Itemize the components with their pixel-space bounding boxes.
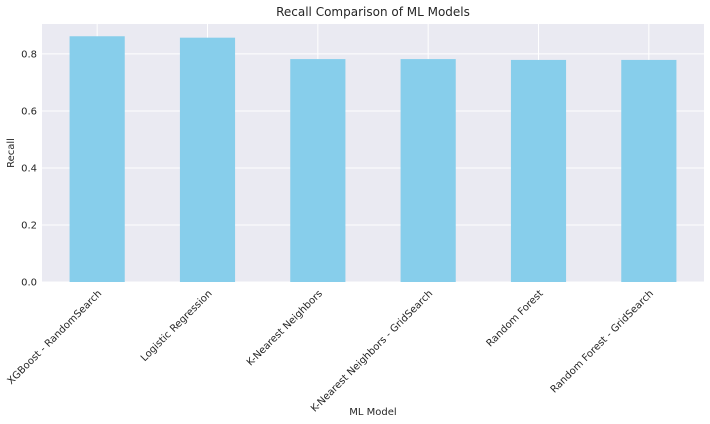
x-tick-label: Random Forest - GridSearch (549, 288, 656, 395)
bar-xgboost-randomsearch (69, 36, 125, 283)
x-axis-label: ML Model (349, 407, 396, 418)
x-tick-label: K-Nearest Neighbors (245, 288, 325, 368)
x-tick-label: XGBoost - RandomSearch (6, 288, 105, 387)
chart-title: Recall Comparison of ML Models (276, 5, 470, 19)
y-tick-label: 0.6 (21, 106, 37, 117)
y-tick-labels: 0.0 0.2 0.4 0.6 0.8 (21, 49, 37, 288)
bar-k-nearest-neighbors-gridsearch (400, 59, 456, 283)
plot-background (42, 24, 704, 282)
x-tick-label: K-Nearest Neighbors - GridSearch (309, 288, 435, 414)
bar-random-forest-gridsearch (621, 59, 677, 282)
bar-k-nearest-neighbors (290, 59, 346, 283)
bars (69, 36, 677, 283)
x-tick-labels: XGBoost - RandomSearch Logistic Regressio… (6, 288, 656, 414)
x-tick-label: Random Forest (485, 288, 546, 349)
y-tick-label: 0.0 (21, 278, 37, 289)
x-tick-label: Logistic Regression (139, 288, 215, 364)
y-tick-label: 0.2 (21, 220, 37, 231)
bar-logistic-regression (179, 37, 236, 283)
bar-random-forest (510, 59, 567, 282)
y-axis-label: Recall (6, 138, 17, 168)
y-tick-label: 0.8 (21, 49, 37, 60)
y-tick-label: 0.4 (21, 163, 37, 174)
